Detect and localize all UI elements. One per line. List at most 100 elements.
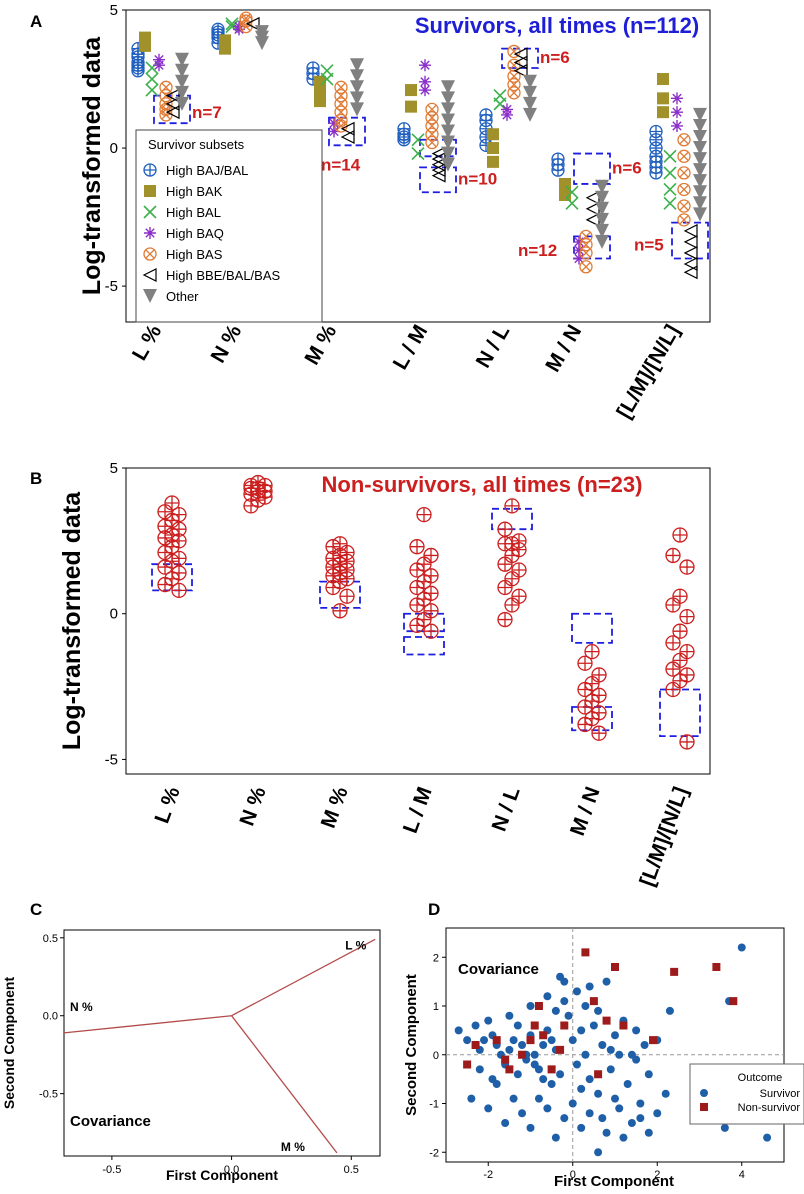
a-point-6-3-5 — [441, 135, 455, 150]
b-point-4-12-cross — [505, 597, 519, 612]
b-point-4-9 — [504, 571, 520, 587]
a-point-0-5-2 — [551, 163, 565, 177]
a-point-4-6-1-cross — [679, 151, 689, 161]
d-point-0-53 — [534, 1094, 543, 1103]
d-point-0-84 — [539, 1075, 548, 1084]
d-point-0-30 — [589, 1021, 598, 1030]
a-point-6-0-0 — [175, 52, 189, 67]
a-point-2-1-1-shape — [225, 20, 239, 34]
d-point-0-78-shape — [556, 1070, 565, 1079]
a-point-2-3-0-shape — [411, 133, 425, 147]
d-point-0-18-shape — [539, 1041, 548, 1049]
d-point-0-60-shape — [594, 1148, 603, 1157]
b-point-3-0 — [416, 506, 432, 523]
d-point-1-18 — [712, 963, 721, 971]
a-point-6-4-0 — [523, 74, 537, 89]
d-point-1-20 — [530, 1021, 539, 1030]
b-point-4-8-cross — [512, 563, 526, 577]
d-xtick-label-0: -2 — [483, 1169, 493, 1181]
d-point-0-4 — [480, 1036, 489, 1045]
a-point-5-1-0 — [245, 16, 260, 31]
d-point-1-7 — [539, 1031, 548, 1040]
d-point-0-24 — [564, 1011, 573, 1020]
d-point-0-25 — [568, 1036, 577, 1045]
b-point-6-14-cross — [680, 734, 694, 749]
d-point-0-29-shape — [585, 1075, 594, 1084]
d-xtick-label-3: 4 — [739, 1169, 745, 1181]
d-point-1-11-shape — [589, 997, 598, 1006]
panel-d-xlabel: First Component — [554, 1173, 674, 1190]
a-point-2-2-1-shape — [320, 72, 334, 86]
d-point-0-68 — [551, 1006, 560, 1015]
a-point-1-2-2 — [314, 95, 326, 108]
a-point-0-3-3-cross — [398, 133, 410, 146]
a-point-6-0-2 — [175, 74, 189, 89]
b-highlight-box-5 — [571, 612, 613, 644]
a-point-2-2-1 — [320, 72, 334, 86]
a-ytick-label-2: -5 — [105, 278, 118, 295]
a-point-4-6-4 — [677, 199, 691, 213]
d-point-0-11-shape — [509, 1036, 518, 1045]
d-point-0-46 — [467, 1094, 476, 1103]
d-point-0-80 — [606, 1045, 615, 1054]
d-point-0-5-shape — [484, 1016, 493, 1025]
a-point-5-4-2 — [513, 63, 528, 78]
a-point-6-3-2 — [441, 102, 455, 117]
d-point-1-10-shape — [581, 948, 590, 957]
legend-marker-6-shape — [143, 289, 157, 303]
d-point-0-66 — [644, 1128, 653, 1137]
d-point-0-41-shape — [636, 1114, 645, 1123]
d-point-0-83-shape — [513, 1021, 522, 1030]
legend-label-3: High BAQ — [166, 226, 224, 241]
a-point-1-4-2 — [487, 155, 499, 168]
a-point-6-6-1 — [693, 118, 707, 133]
b-point-3-14-cross — [424, 624, 438, 639]
b-point-3-4 — [409, 562, 425, 578]
d-point-0-60 — [594, 1148, 603, 1157]
a-count-label-0: n=7 — [192, 103, 222, 122]
d-point-0-57 — [568, 1099, 577, 1108]
legend-marker-4 — [143, 247, 157, 261]
a-point-4-6-5 — [677, 213, 691, 227]
b-point-5-10 — [577, 716, 593, 733]
a-point-4-1-2-cross — [241, 21, 251, 32]
d-point-0-43 — [644, 1070, 653, 1079]
a-point-4-5-2 — [579, 246, 593, 260]
legend-marker-2-shape — [143, 205, 157, 219]
legend-marker-1-shape — [144, 185, 156, 197]
d-point-0-89-shape — [763, 1133, 772, 1142]
a-point-1-6-0 — [657, 73, 669, 86]
d-point-0-58 — [577, 1123, 586, 1132]
b-point-3-14 — [423, 623, 439, 639]
a-point-6-5-1-shape — [595, 190, 609, 205]
d-point-0-76 — [488, 1075, 497, 1084]
panel-c-chart: First Component Second Component Covaria… — [1, 929, 381, 1183]
legend-marker-1 — [144, 185, 156, 197]
d-point-0-27 — [577, 1026, 586, 1035]
legend-box — [135, 129, 323, 323]
d-point-0-67-shape — [543, 992, 552, 1001]
b-point-3-13 — [409, 617, 425, 634]
d-point-0-5 — [484, 1016, 493, 1025]
a-point-5-6-1 — [683, 234, 698, 249]
a-point-6-6-7-shape — [693, 185, 707, 200]
a-point-4-6-2 — [677, 166, 691, 180]
b-point-4-4-cross — [498, 536, 512, 551]
b-point-4-8 — [511, 562, 527, 578]
d-point-1-7-shape — [539, 1031, 548, 1040]
d-point-0-67 — [543, 992, 552, 1001]
d-point-0-83 — [513, 1021, 522, 1030]
a-point-2-0-2-shape — [145, 83, 159, 97]
a-point-3-5-1-shape — [573, 244, 585, 257]
d-point-0-20-shape — [547, 1080, 556, 1088]
b-point-6-3 — [672, 588, 688, 604]
d-point-0-57-shape — [568, 1099, 577, 1108]
b-point-3-7 — [409, 579, 425, 596]
a-point-6-3-3 — [441, 113, 455, 128]
d-point-0-10 — [505, 1045, 514, 1054]
a-point-6-3-6 — [441, 146, 455, 161]
d-point-0-62-shape — [611, 1094, 619, 1103]
d-point-0-47-shape — [484, 1104, 493, 1113]
c-ytick-label-2: -0.5 — [39, 1089, 58, 1101]
a-point-6-1-2-shape — [255, 36, 269, 51]
